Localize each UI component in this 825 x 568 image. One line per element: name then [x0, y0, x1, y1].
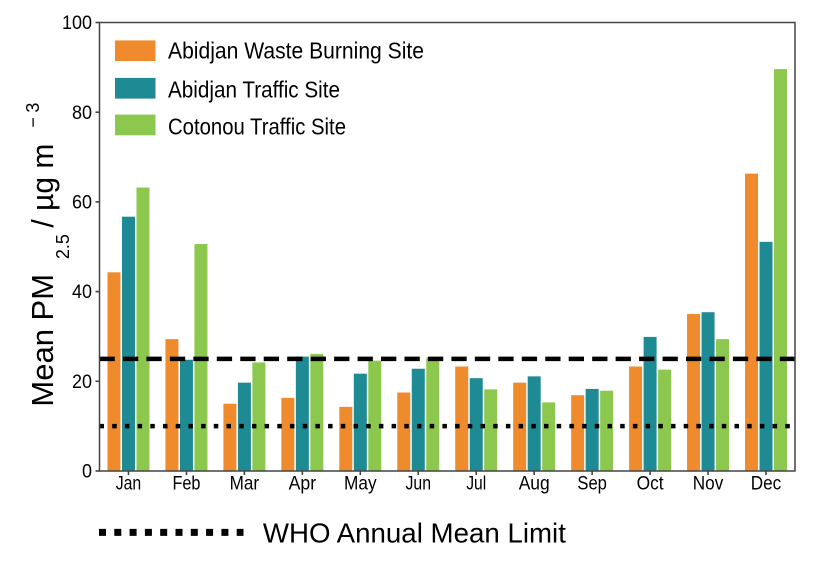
svg-text:2.5: 2.5 — [53, 234, 73, 259]
svg-text:3: 3 — [23, 103, 43, 113]
svg-text:Jul: Jul — [466, 473, 486, 495]
svg-text:/ µg m: / µg m — [25, 144, 60, 228]
svg-text:Aug: Aug — [519, 473, 550, 495]
svg-text:Apr: Apr — [289, 473, 317, 495]
svg-text:Nov: Nov — [693, 473, 724, 495]
svg-text:Dec: Dec — [751, 473, 782, 495]
svg-text:80: 80 — [72, 102, 92, 124]
svg-text:60: 60 — [72, 192, 92, 214]
svg-text:Abidjan Traffic Site: Abidjan Traffic Site — [168, 77, 340, 103]
svg-text:100: 100 — [62, 12, 92, 34]
svg-text:Abidjan Waste Burning Site: Abidjan Waste Burning Site — [168, 38, 424, 64]
svg-text:40: 40 — [72, 281, 92, 303]
svg-text:Oct: Oct — [637, 473, 665, 495]
svg-text:20: 20 — [72, 371, 92, 393]
svg-text:−: − — [23, 117, 43, 128]
svg-text:0: 0 — [82, 461, 92, 483]
svg-text:Feb: Feb — [172, 473, 200, 495]
svg-text:WHO Annual Mean Limit: WHO Annual Mean Limit — [263, 518, 566, 549]
svg-text:Jan: Jan — [116, 473, 142, 495]
svg-text:Jun: Jun — [406, 473, 432, 495]
svg-text:Mean PM: Mean PM — [25, 274, 60, 407]
svg-text:Cotonou Traffic Site: Cotonou Traffic Site — [168, 114, 346, 140]
svg-text:Sep: Sep — [577, 473, 607, 495]
svg-text:May: May — [344, 473, 377, 495]
svg-text:Mar: Mar — [230, 473, 260, 495]
